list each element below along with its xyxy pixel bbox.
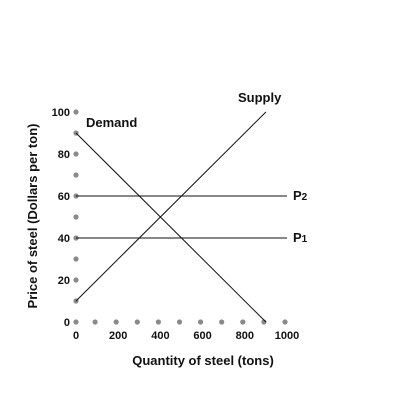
demand-label: Demand xyxy=(86,115,137,130)
y-axis-point xyxy=(73,256,79,262)
y-axis-points xyxy=(73,109,79,325)
y-axis-point xyxy=(73,172,79,178)
x-axis-point xyxy=(113,319,119,325)
y-tick-label: 20 xyxy=(58,275,70,287)
p2-letter: P xyxy=(293,188,302,203)
y-tick-labels: 0 20 40 60 80 100 xyxy=(52,107,70,329)
p1-letter: P xyxy=(293,230,302,245)
y-axis-point xyxy=(73,214,79,220)
y-tick-label: 40 xyxy=(58,233,70,245)
x-axis-point xyxy=(155,319,161,325)
x-axis-label: Quantity of steel (tons) xyxy=(132,353,274,368)
x-axis-point xyxy=(198,319,204,325)
y-axis-point xyxy=(73,109,79,115)
x-tick-label: 800 xyxy=(236,330,254,342)
x-tick-label: 600 xyxy=(193,330,211,342)
x-tick-label: 200 xyxy=(109,330,127,342)
y-axis-point xyxy=(73,151,79,157)
y-tick-label: 100 xyxy=(52,107,70,119)
supply-label: Supply xyxy=(238,90,282,105)
x-tick-labels: 0 200 400 600 800 1000 xyxy=(73,330,299,342)
x-axis-points xyxy=(92,319,288,325)
p1-subscript: 1 xyxy=(302,234,308,245)
y-tick-label: 80 xyxy=(58,149,70,161)
chart-lines xyxy=(75,111,287,323)
x-axis-point xyxy=(219,319,225,325)
x-axis-point xyxy=(176,319,183,325)
p2-subscript: 2 xyxy=(302,192,308,203)
series-line-demand xyxy=(75,132,267,323)
y-tick-label: 60 xyxy=(58,191,70,203)
y-tick-label: 0 xyxy=(64,317,70,329)
x-tick-label: 0 xyxy=(73,330,79,342)
x-axis-point xyxy=(240,319,246,325)
x-axis-point xyxy=(92,319,98,325)
p1-label: P1 xyxy=(293,230,308,245)
x-axis-point xyxy=(282,319,288,325)
series-line-supply xyxy=(75,111,267,302)
y-axis-point xyxy=(73,277,79,283)
y-axis-label: Price of steel (Dollars per ton) xyxy=(25,124,40,309)
x-tick-label: 1000 xyxy=(275,330,299,342)
origin-point xyxy=(73,319,79,325)
x-axis-point xyxy=(134,319,140,325)
p2-label: P2 xyxy=(293,188,308,203)
x-tick-label: 400 xyxy=(151,330,169,342)
